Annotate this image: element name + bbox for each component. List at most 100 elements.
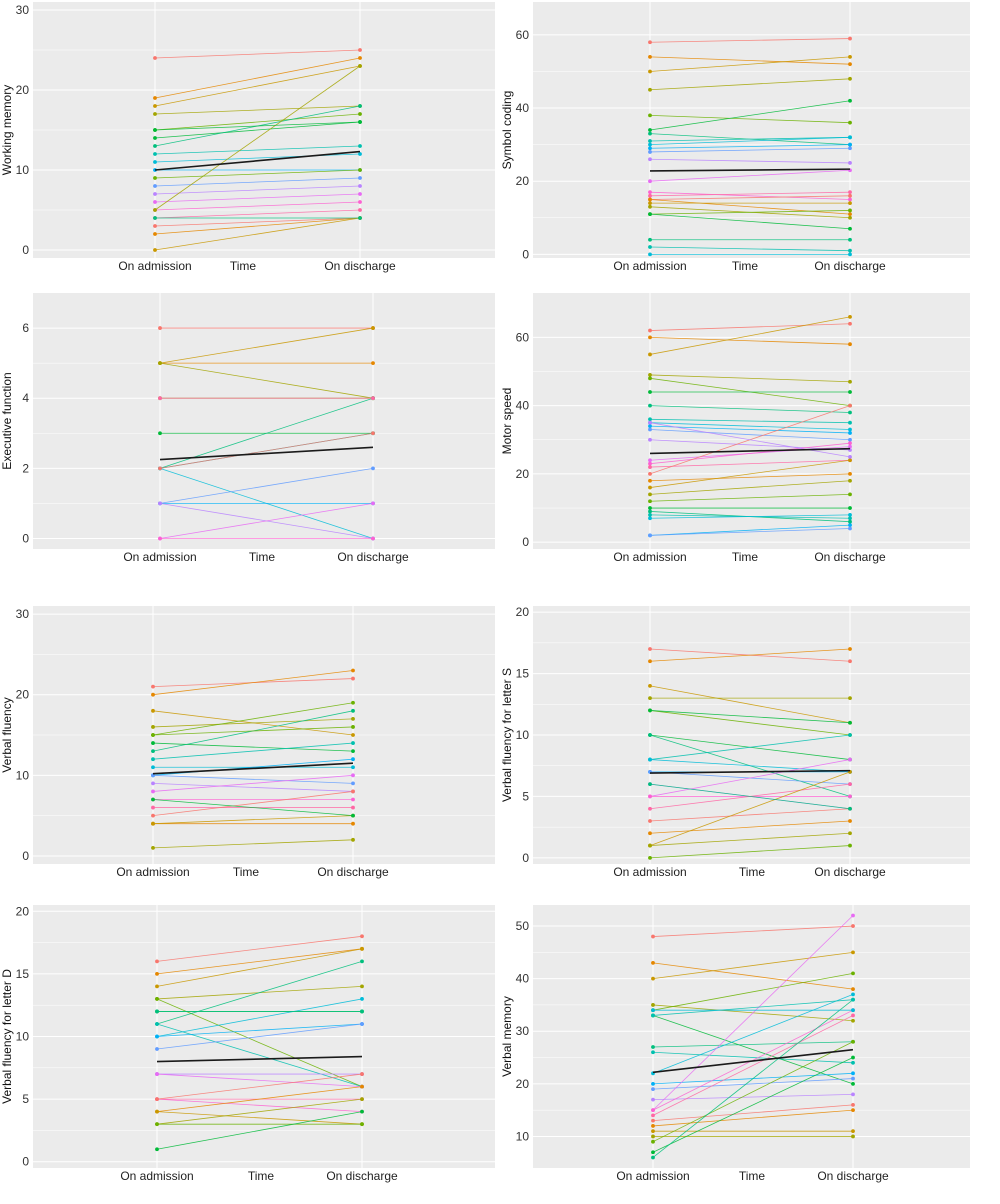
- participant-point: [648, 390, 652, 394]
- participant-point: [648, 150, 652, 154]
- participant-point: [848, 843, 852, 848]
- participant-point: [848, 516, 852, 521]
- participant-line: [649, 213, 851, 230]
- participant-point: [155, 959, 159, 964]
- participant-point: [360, 984, 364, 989]
- participant-point: [848, 437, 852, 442]
- participant-line: [649, 405, 851, 413]
- participant-point: [158, 396, 162, 401]
- participant-point: [848, 120, 852, 125]
- participant-line: [154, 217, 361, 251]
- participant-line: [154, 105, 361, 115]
- participant-point: [371, 326, 375, 330]
- participant-point: [648, 420, 652, 425]
- participant-point: [358, 152, 362, 156]
- participant-point: [848, 403, 852, 408]
- participant-point: [848, 696, 852, 701]
- participant-point: [351, 773, 355, 778]
- participant-point: [151, 845, 155, 850]
- participant-line: [649, 422, 851, 430]
- participant-point: [651, 1118, 655, 1123]
- participant-point: [851, 992, 855, 997]
- x-tick-label: On discharge: [326, 1169, 398, 1183]
- y-tick-label: 30: [516, 1024, 530, 1038]
- participant-point: [351, 700, 355, 705]
- chart-panel-7: 0 5 10 15 20 On admission On discharge Time Verb…: [0, 904, 495, 1183]
- participant-point: [651, 1008, 655, 1013]
- participant-point: [151, 797, 155, 802]
- participant-point: [648, 193, 652, 198]
- participant-point: [851, 1134, 855, 1139]
- participant-point: [153, 160, 157, 164]
- y-tick-label: 50: [516, 919, 530, 933]
- participant-point: [648, 417, 652, 422]
- participant-point: [651, 1045, 655, 1049]
- participant-point: [851, 1018, 855, 1023]
- participant-point: [360, 946, 364, 951]
- participant-line: [154, 113, 361, 131]
- participant-point: [351, 781, 355, 786]
- y-tick-label: 60: [516, 330, 530, 344]
- x-tick-label: On discharge: [317, 865, 389, 879]
- participant-point: [648, 190, 652, 195]
- participant-point: [848, 390, 852, 394]
- participant-line: [649, 524, 851, 536]
- participant-line: [159, 362, 374, 399]
- participant-point: [358, 176, 362, 180]
- participant-line: [652, 994, 854, 1074]
- participant-point: [848, 831, 852, 836]
- participant-line: [152, 791, 354, 817]
- participant-point: [351, 797, 355, 802]
- participant-point: [848, 659, 852, 664]
- participant-point: [651, 1097, 655, 1102]
- participant-line: [159, 503, 374, 539]
- participant-point: [360, 1122, 364, 1127]
- participant-line: [652, 972, 854, 1011]
- participant-line: [159, 327, 374, 364]
- participant-point: [158, 431, 162, 436]
- participant-point: [351, 765, 355, 770]
- participant-line: [152, 799, 354, 817]
- participant-point: [358, 56, 362, 60]
- y-tick-label: 40: [516, 101, 530, 115]
- participant-point: [358, 168, 362, 172]
- participant-point: [848, 208, 852, 213]
- participant-line: [649, 759, 851, 797]
- participant-line: [649, 783, 851, 810]
- y-tick-label: 30: [16, 3, 30, 17]
- participant-line: [649, 114, 851, 124]
- participant-point: [648, 509, 652, 514]
- participant-point: [848, 135, 852, 140]
- participant-point: [848, 379, 852, 384]
- mean-line: [152, 762, 354, 775]
- participant-line: [652, 1104, 854, 1122]
- participant-line: [652, 962, 854, 990]
- participant-point: [351, 741, 355, 745]
- participant-point: [153, 192, 157, 196]
- x-tick-label: On admission: [616, 1169, 689, 1183]
- participant-line: [154, 193, 361, 203]
- participant-point: [648, 782, 652, 787]
- participant-point: [153, 96, 157, 100]
- y-axis-title: Motor speed: [500, 388, 514, 455]
- participant-point: [648, 328, 652, 333]
- participant-point: [851, 1013, 855, 1018]
- participant-point: [153, 152, 157, 156]
- participant-line: [156, 948, 363, 987]
- participant-line: [156, 1098, 363, 1113]
- y-tick-label: 20: [516, 1077, 530, 1091]
- participant-point: [158, 326, 162, 330]
- participant-point: [358, 200, 362, 204]
- chart-panel-3: 0 2 4 6 On admission On discharge Time Executiv…: [0, 293, 495, 564]
- participant-point: [648, 437, 652, 442]
- participant-point: [851, 997, 855, 1002]
- y-tick-label: 10: [16, 1030, 30, 1044]
- participant-point: [351, 813, 355, 818]
- y-tick-label: 40: [516, 399, 530, 413]
- participant-point: [648, 478, 652, 483]
- mean-line: [649, 769, 851, 774]
- participant-line: [652, 1109, 854, 1127]
- participant-point: [648, 492, 652, 497]
- participant-line: [649, 78, 851, 91]
- participant-point: [153, 248, 157, 252]
